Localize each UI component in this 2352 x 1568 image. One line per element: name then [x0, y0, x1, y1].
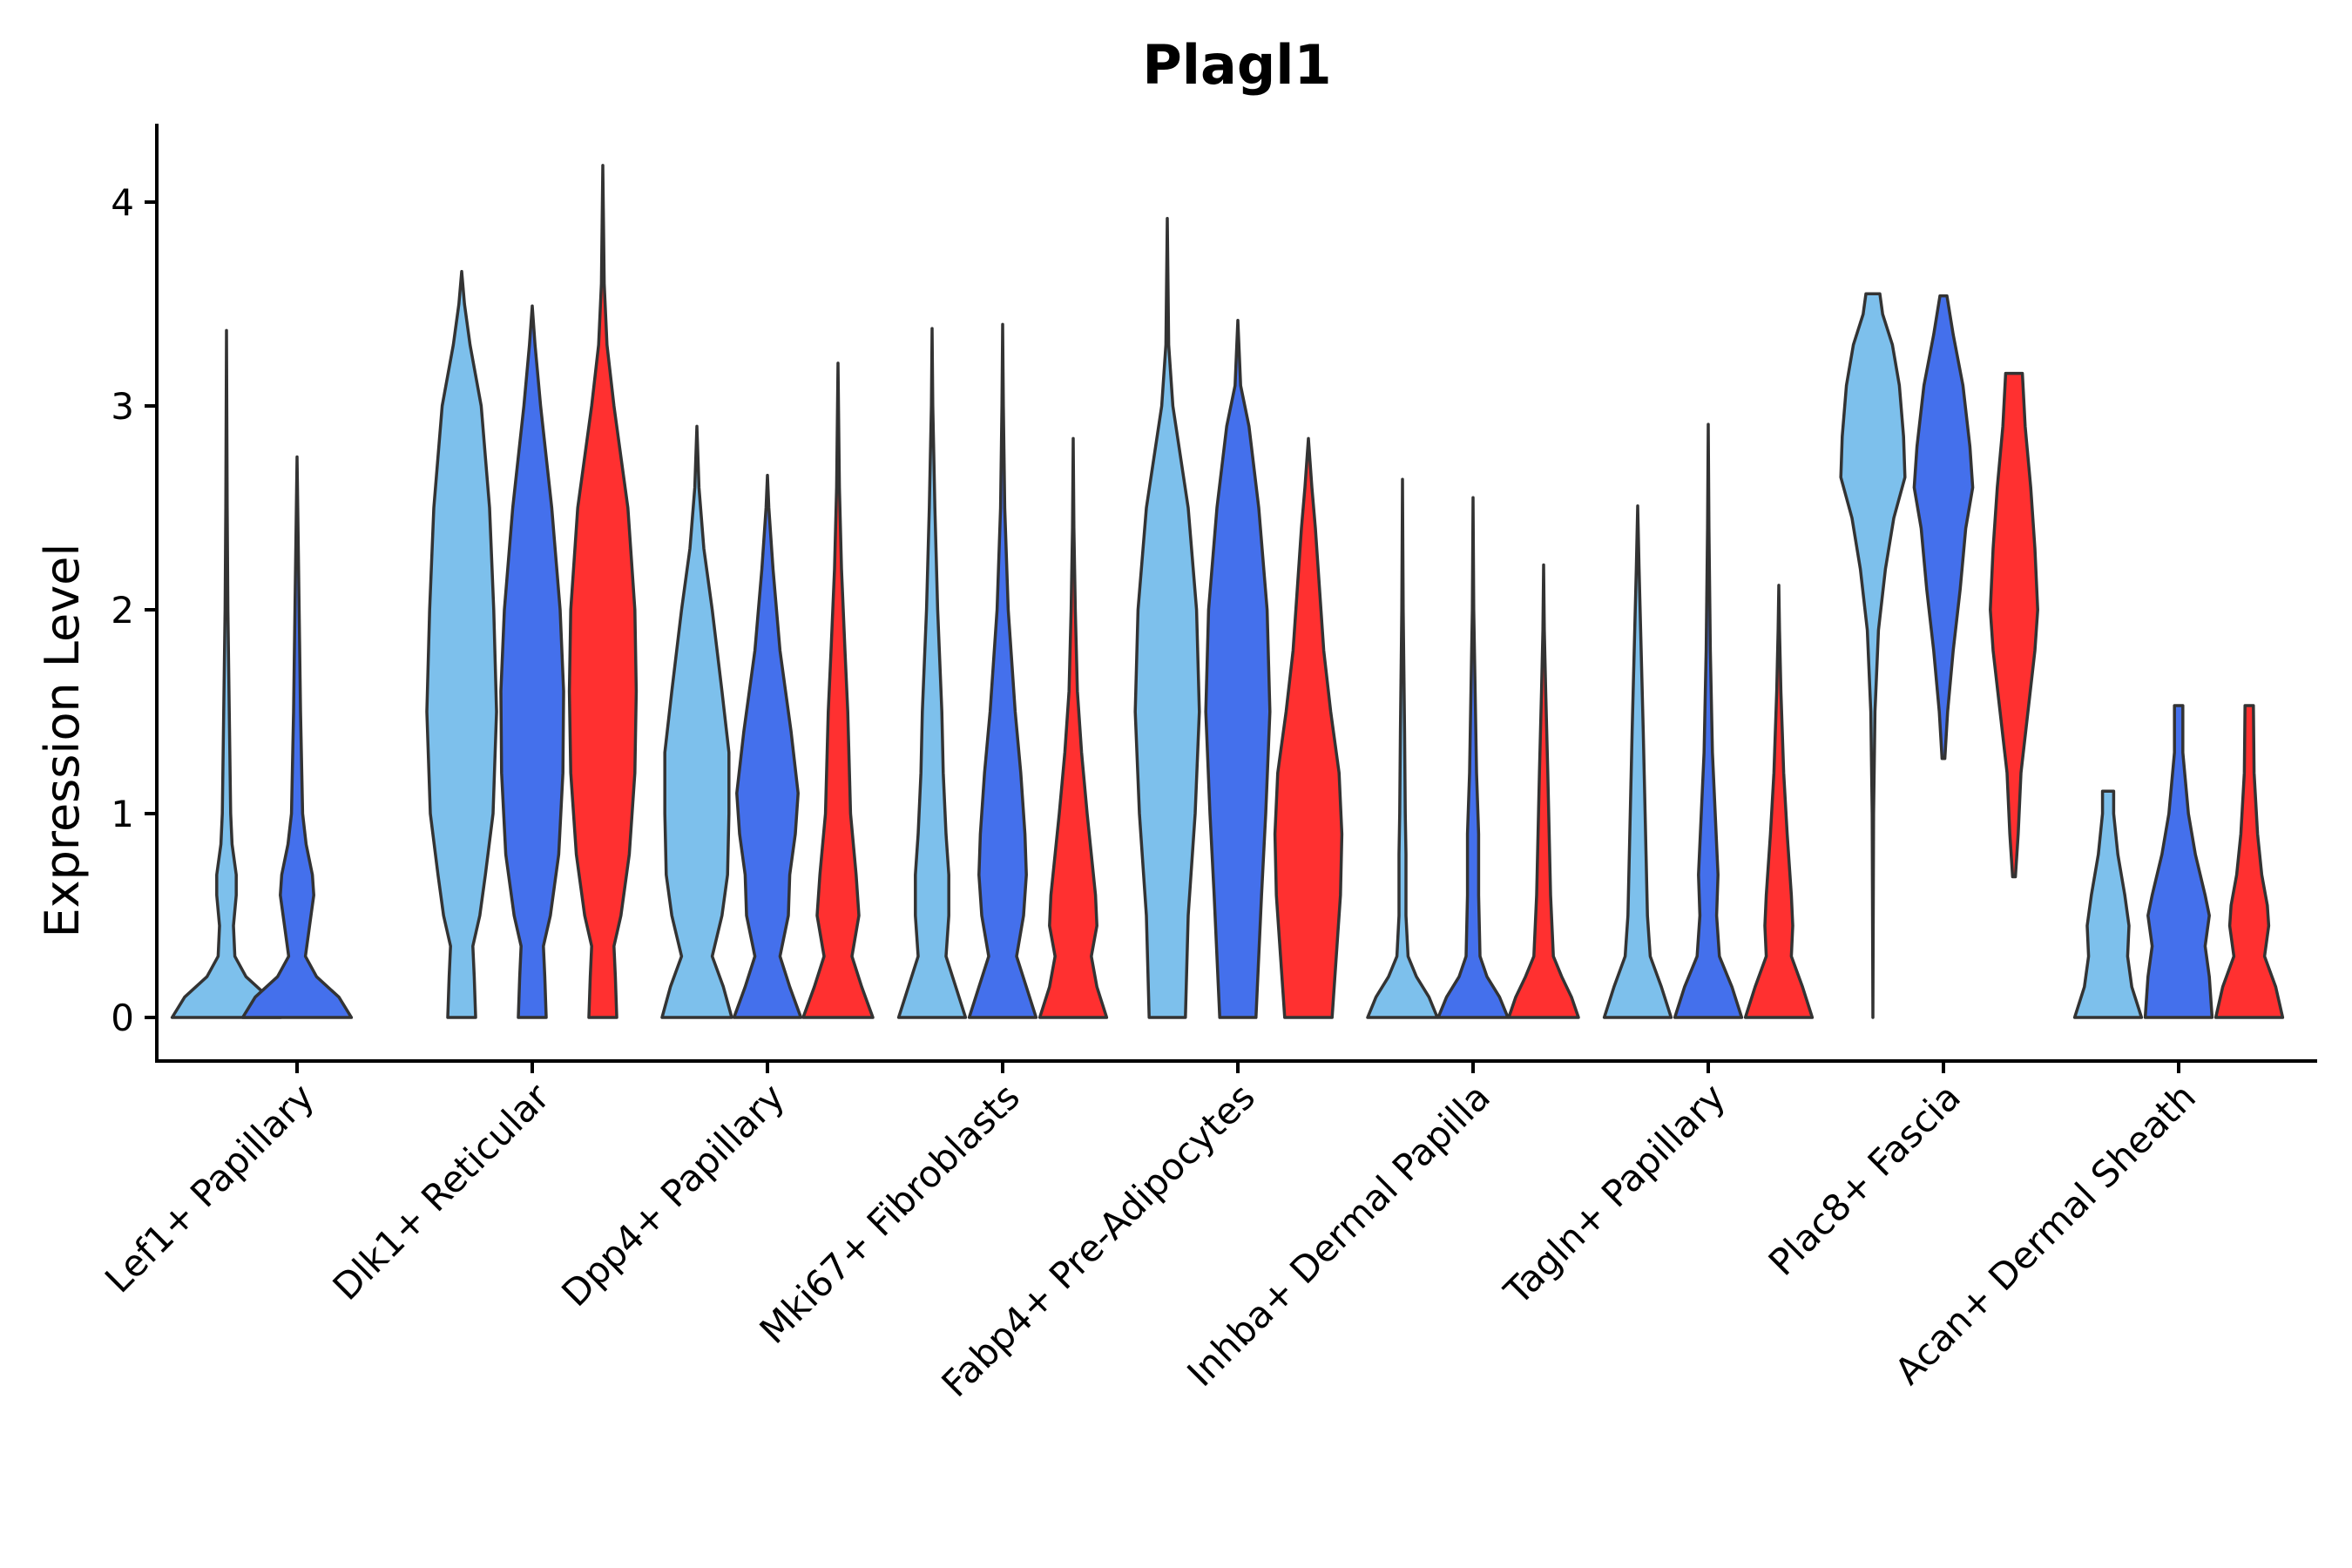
x-tick-label: Dpp4+ Papillary — [553, 1075, 793, 1315]
violin-3-group-3 — [1037, 436, 1109, 1019]
violin-4-group-3 — [1273, 436, 1344, 1019]
violin-4-group-1 — [1133, 216, 1201, 1019]
violin-3-group-2 — [967, 322, 1038, 1019]
violin-7-group-2 — [1912, 294, 1975, 760]
violin-8-group-2 — [2143, 704, 2214, 1019]
y-tick-label: 0 — [111, 997, 134, 1039]
x-tick-label: Lef1+ Papillary — [97, 1075, 322, 1301]
violin-5-group-3 — [1507, 563, 1580, 1019]
x-tick-label: Mki67+ Fibroblasts — [752, 1075, 1028, 1351]
violin-2-group-2 — [732, 473, 803, 1019]
violin-5-group-2 — [1436, 496, 1510, 1019]
x-tick-label: Tagln+ Papillary — [1496, 1075, 1734, 1313]
y-ticks-group: 0 1 2 3 4 — [111, 181, 157, 1039]
violin-0-group-1 — [170, 328, 283, 1019]
violin-2-group-3 — [801, 362, 875, 1019]
y-tick-label: 2 — [111, 589, 134, 632]
violin-7-group-3 — [1989, 371, 2039, 879]
violins-group — [170, 164, 2285, 1019]
violin-0-group-2 — [240, 455, 354, 1019]
chart-title: Plagl1 — [1142, 33, 1331, 97]
violin-1-group-1 — [425, 269, 498, 1019]
y-tick-label: 3 — [111, 385, 134, 428]
violin-6-group-2 — [1673, 422, 1744, 1019]
violin-8-group-3 — [2213, 704, 2285, 1019]
violin-6-group-3 — [1743, 584, 1815, 1019]
violin-3-group-1 — [896, 327, 968, 1019]
y-axis-label: Expression Level — [35, 544, 90, 938]
x-tick-label: Dlk1+ Reticular — [325, 1075, 558, 1308]
violin-4-group-2 — [1204, 318, 1272, 1019]
violin-7-group-1 — [1839, 292, 1907, 1019]
y-tick-label: 1 — [111, 793, 134, 835]
y-tick-label: 4 — [111, 181, 134, 224]
x-tick-label: Plac8+ Fascia — [1761, 1075, 1969, 1283]
violin-1-group-2 — [499, 304, 565, 1019]
violin-2-group-1 — [660, 424, 733, 1019]
violin-6-group-1 — [1602, 504, 1673, 1019]
violin-5-group-1 — [1366, 477, 1439, 1019]
violin-8-group-1 — [2072, 789, 2144, 1019]
violin-1-group-3 — [567, 164, 639, 1019]
